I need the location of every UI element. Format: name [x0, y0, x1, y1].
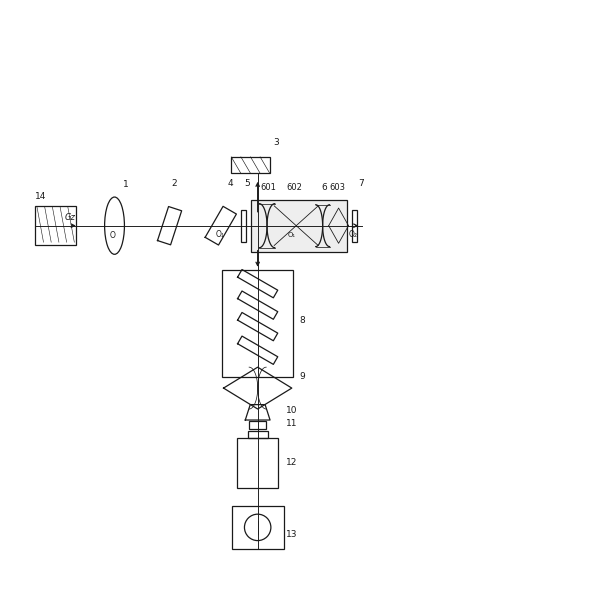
Text: O₁: O₁: [215, 230, 224, 239]
Text: 9: 9: [299, 372, 305, 381]
Bar: [248, 431, 268, 437]
Text: 3: 3: [273, 138, 279, 147]
Text: 6: 6: [321, 182, 327, 191]
Bar: [352, 210, 357, 242]
Bar: [241, 210, 246, 242]
Text: 5: 5: [244, 179, 250, 188]
Text: 14: 14: [35, 192, 46, 201]
Text: 10: 10: [286, 406, 297, 415]
Text: 1: 1: [123, 180, 128, 189]
Text: 11: 11: [286, 419, 297, 428]
Text: 13: 13: [286, 530, 297, 539]
Text: Gz: Gz: [65, 213, 76, 222]
Text: 2: 2: [171, 179, 177, 188]
Text: O₂: O₂: [349, 230, 358, 239]
Text: 602: 602: [287, 182, 302, 191]
Bar: [231, 157, 270, 173]
Bar: [237, 437, 278, 488]
Bar: [249, 421, 266, 429]
Text: O₁: O₁: [288, 232, 296, 238]
Text: 601: 601: [260, 182, 276, 191]
Text: 7: 7: [358, 179, 364, 188]
Bar: [251, 200, 348, 251]
Text: 8: 8: [299, 316, 305, 325]
Bar: [222, 270, 294, 377]
Text: 4: 4: [227, 179, 233, 188]
Text: 603: 603: [330, 182, 346, 191]
Bar: [35, 206, 76, 245]
Bar: [232, 506, 284, 549]
Text: 12: 12: [286, 458, 297, 467]
Text: O: O: [110, 231, 116, 240]
